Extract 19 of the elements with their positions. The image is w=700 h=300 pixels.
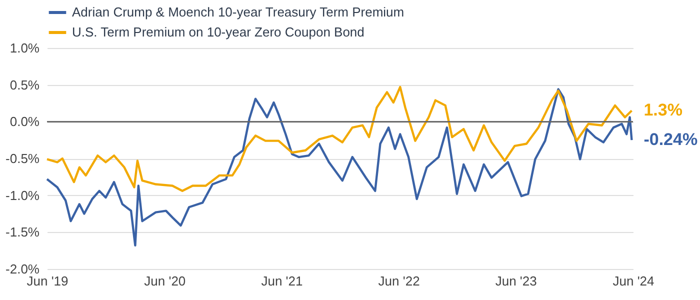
y-tick-label: -2.0% xyxy=(6,262,40,276)
y-tick-label: 1.0% xyxy=(10,40,40,56)
y-tick-label: -1.0% xyxy=(6,188,40,203)
x-tick-label: Jun '20 xyxy=(144,274,186,288)
legend-label: U.S. Term Premium on 10-year Zero Coupon Bond xyxy=(72,24,364,40)
y-tick-label: -1.5% xyxy=(6,224,40,240)
text: 1.3% xyxy=(644,100,682,120)
x-tick-label: Jun '24 xyxy=(612,274,654,288)
x-tick-label: Jun '23 xyxy=(495,274,537,288)
y-tick-label: 0.0% xyxy=(10,114,40,130)
x-tick-label: Jun '22 xyxy=(378,274,420,288)
text: -0.24% xyxy=(644,130,698,150)
x-tick-label: Jun '19 xyxy=(26,274,68,288)
line-series xyxy=(46,86,633,192)
line-series xyxy=(46,88,633,247)
y-tick-label: 0.5% xyxy=(10,77,40,92)
y-tick-label: -0.5% xyxy=(6,151,40,166)
x-tick-label: Jun '21 xyxy=(261,274,303,288)
legend-label: Adrian Crump & Moench 10-year Treasury Term Premium xyxy=(72,4,404,20)
